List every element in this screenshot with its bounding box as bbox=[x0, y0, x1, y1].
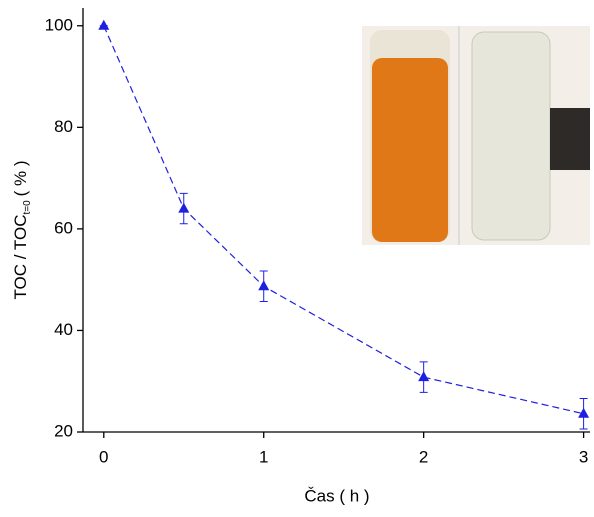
x-tick-label: 3 bbox=[579, 447, 588, 466]
y-tick-label: 100 bbox=[45, 15, 73, 34]
marker bbox=[178, 202, 190, 213]
x-axis-label: Čas ( h ) bbox=[304, 486, 369, 505]
y-tick-label: 60 bbox=[54, 218, 73, 237]
y-label-unit: ( % ) bbox=[11, 160, 30, 196]
marker bbox=[258, 280, 270, 291]
y-tick-label: 40 bbox=[54, 320, 73, 339]
y-label-main: TOC / TOC bbox=[11, 215, 30, 300]
inset-photo bbox=[362, 26, 590, 245]
marker bbox=[578, 407, 590, 418]
marker bbox=[98, 19, 110, 30]
y-axis-label: TOC / TOCt=0 ( % ) bbox=[11, 160, 32, 299]
x-tick-label: 1 bbox=[259, 447, 268, 466]
y-label-sub: t=0 bbox=[22, 200, 33, 215]
x-tick-label: 2 bbox=[419, 447, 428, 466]
y-tick-label: 80 bbox=[54, 117, 73, 136]
x-tick-label: 0 bbox=[99, 447, 108, 466]
marker bbox=[418, 371, 430, 382]
y-tick-label: 20 bbox=[54, 421, 73, 440]
